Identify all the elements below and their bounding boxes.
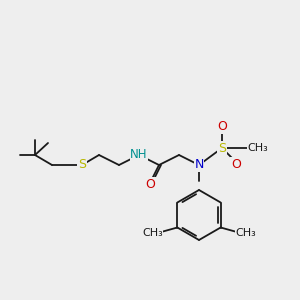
Text: CH₃: CH₃ xyxy=(142,229,163,238)
Text: S: S xyxy=(218,142,226,154)
Text: O: O xyxy=(217,121,227,134)
Text: CH₃: CH₃ xyxy=(248,143,268,153)
Text: NH: NH xyxy=(130,148,148,161)
Text: N: N xyxy=(194,158,204,172)
Text: CH₃: CH₃ xyxy=(235,229,256,238)
Text: O: O xyxy=(231,158,241,170)
Text: S: S xyxy=(78,158,86,172)
Text: O: O xyxy=(145,178,155,190)
